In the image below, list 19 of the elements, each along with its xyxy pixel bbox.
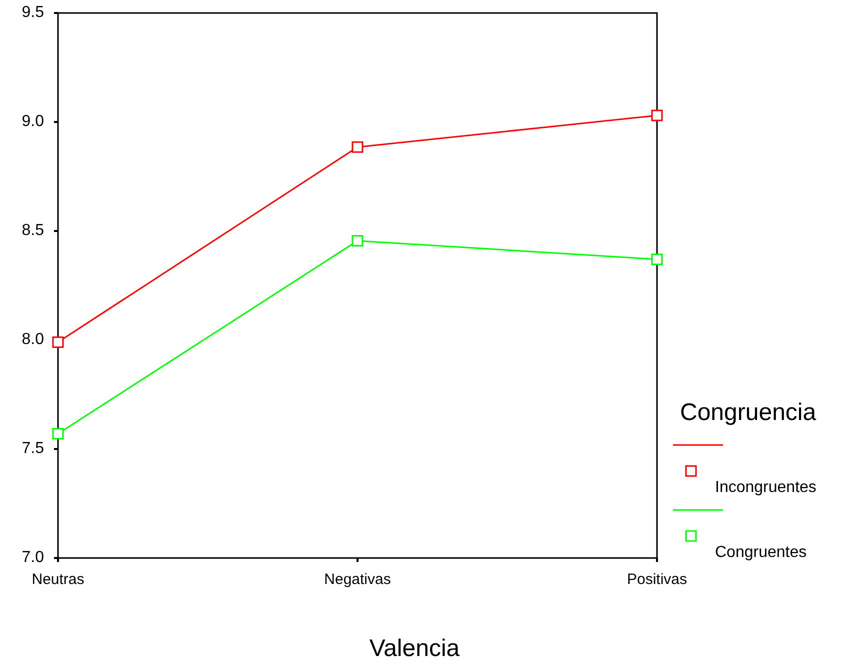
y-tick-label: 7.5 bbox=[22, 440, 44, 458]
y-tick-label: 8.0 bbox=[22, 331, 44, 348]
text: Congruentes bbox=[715, 544, 807, 561]
point bbox=[352, 235, 364, 247]
x-tick-label: Negativas bbox=[324, 571, 391, 588]
y-tick-label: 8.5 bbox=[22, 222, 44, 240]
point bbox=[352, 141, 364, 153]
point bbox=[651, 110, 663, 122]
point bbox=[52, 336, 64, 348]
x-tick-label: Neutras bbox=[32, 571, 84, 588]
point bbox=[52, 428, 64, 440]
y-tick-label: 9.0 bbox=[22, 113, 44, 130]
x-tick-label: Positivas bbox=[626, 571, 688, 588]
y-tick-label: 9.5 bbox=[22, 4, 44, 22]
text: Incongruentes bbox=[715, 479, 816, 496]
x-axis-title: Valencia bbox=[369, 635, 460, 662]
y-tick-label: 7.0 bbox=[22, 549, 44, 566]
legend-title: Congruencia bbox=[680, 399, 817, 426]
point bbox=[651, 254, 663, 266]
